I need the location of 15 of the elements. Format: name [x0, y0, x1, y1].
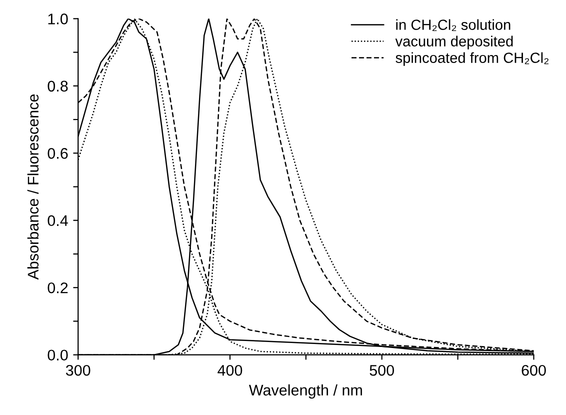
x-tick-label: 400 [218, 364, 242, 376]
y-tick-label: 0.0 [48, 350, 68, 361]
x-tick-label: 300 [66, 364, 90, 376]
y-tick-label: 0.4 [48, 215, 68, 226]
x-tick-label: 500 [370, 364, 394, 376]
y-tick-label: 1.0 [48, 14, 68, 24]
y-tick-label: 0.8 [48, 80, 68, 92]
y-tick-label: 0.2 [48, 282, 68, 294]
x-tick-label: 600 [522, 364, 546, 376]
y-tick-label: 0.6 [48, 148, 68, 159]
legend-label: in CH₂Cl₂ solution [396, 19, 510, 32]
y-axis-title: Absorbance / Fluorescence [27, 94, 39, 280]
legend-label: spincoated from CH₂Cl₂ [396, 52, 549, 66]
legend-label: vacuum deposited [395, 36, 513, 50]
x-axis-title: Wavelength / nm [248, 384, 362, 399]
